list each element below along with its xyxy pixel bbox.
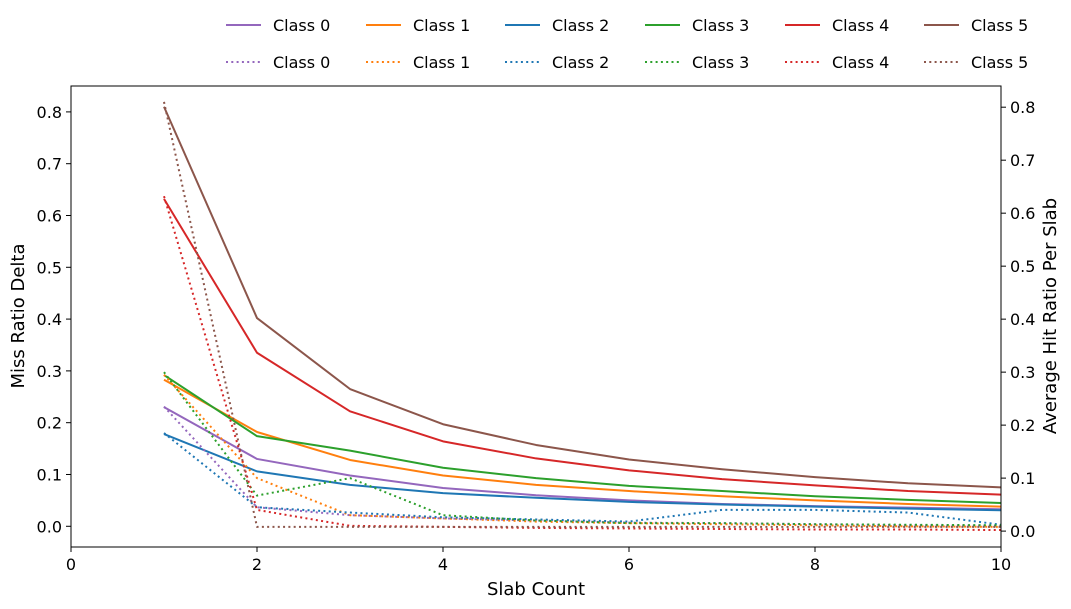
legend-label: Class 4 (832, 16, 889, 35)
series-line-dotted-class-5 (163, 101, 1001, 528)
y-tick-label: 0.0 (37, 517, 62, 536)
y2-tick-label: 0.4 (1010, 310, 1035, 329)
legend-label: Class 0 (273, 53, 330, 72)
series-line-solid-class-4 (163, 198, 1002, 496)
legend-label: Class 5 (971, 53, 1028, 72)
x-tick-label: 6 (624, 555, 634, 574)
x-tick-label: 4 (438, 555, 448, 574)
legend-item: Class 4 (785, 53, 889, 72)
legend-label: Class 0 (273, 16, 330, 35)
y2-tick-label: 0.7 (1010, 151, 1035, 170)
y-axis-title: Miss Ratio Delta (8, 244, 29, 389)
y-tick-label: 0.3 (37, 362, 62, 381)
y2-tick-label: 0.1 (1010, 469, 1035, 488)
series-line-solid-class-3 (163, 374, 1002, 504)
series-line-dotted-class-4 (163, 195, 1002, 532)
y-tick-label: 0.8 (37, 103, 62, 122)
y-tick-label: 0.2 (37, 414, 62, 433)
legend-item: Class 4 (785, 16, 889, 35)
x-axis: 0 2 4 6 8 10 (66, 547, 1011, 574)
legend-label: Class 3 (692, 16, 749, 35)
legend: Class 0 Class 1 Class 2 Class 3 Class 4 Class… (226, 16, 1028, 72)
series-line-solid-class-5 (163, 106, 1002, 489)
y2-tick-label: 0.6 (1010, 204, 1035, 223)
y2-tick-label: 0.2 (1010, 416, 1035, 435)
legend-item: Class 1 (366, 53, 470, 72)
series-line-solid-class-1 (163, 378, 1002, 508)
legend-label: Class 3 (692, 53, 749, 72)
legend-item: Class 2 (505, 53, 609, 72)
y-tick-label: 0.4 (37, 310, 62, 329)
legend-item: Class 3 (645, 53, 749, 72)
legend-label: Class 1 (413, 16, 470, 35)
y-tick-label: 0.1 (37, 465, 62, 484)
y-axis-left: 0.0 0.1 0.2 0.3 0.4 0.5 0.6 0.7 0.8 (37, 103, 71, 536)
y2-tick-label: 0.8 (1010, 98, 1035, 117)
y2-axis-title: Average Hit Ratio Per Slab (1040, 198, 1061, 434)
series-line-dotted-class-2 (163, 432, 1002, 526)
legend-item: Class 2 (505, 16, 609, 35)
y-tick-label: 0.7 (37, 155, 62, 174)
x-tick-label: 2 (252, 555, 262, 574)
legend-item: Class 3 (645, 16, 749, 35)
y-axis-right: 0.0 0.1 0.2 0.3 0.4 0.5 0.6 0.7 0.8 (1001, 98, 1035, 541)
legend-label: Class 5 (971, 16, 1028, 35)
legend-item: Class 0 (226, 53, 330, 72)
x-axis-title: Slab Count (487, 579, 585, 600)
y2-tick-label: 0.0 (1010, 522, 1035, 541)
series-line-solid-class-2 (163, 433, 1002, 512)
legend-item: Class 5 (924, 16, 1028, 35)
y2-tick-label: 0.5 (1010, 257, 1035, 276)
y-tick-label: 0.6 (37, 206, 62, 225)
plot-frame (70, 85, 1002, 548)
series-line-dotted-class-3 (163, 371, 1002, 527)
x-tick-label: 0 (66, 555, 76, 574)
legend-item: Class 5 (924, 53, 1028, 72)
legend-label: Class 2 (552, 53, 609, 72)
x-tick-label: 10 (991, 555, 1011, 574)
series-layer (163, 101, 1002, 532)
legend-item: Class 1 (366, 16, 470, 35)
x-tick-label: 8 (810, 555, 820, 574)
series-line-dotted-class-1 (163, 374, 1002, 528)
legend-item: Class 0 (226, 16, 330, 35)
legend-label: Class 4 (832, 53, 889, 72)
series-line-solid-class-0 (163, 406, 1002, 511)
y2-tick-label: 0.3 (1010, 363, 1035, 382)
y-tick-label: 0.5 (37, 258, 62, 277)
legend-label: Class 2 (552, 16, 609, 35)
legend-label: Class 1 (413, 53, 470, 72)
